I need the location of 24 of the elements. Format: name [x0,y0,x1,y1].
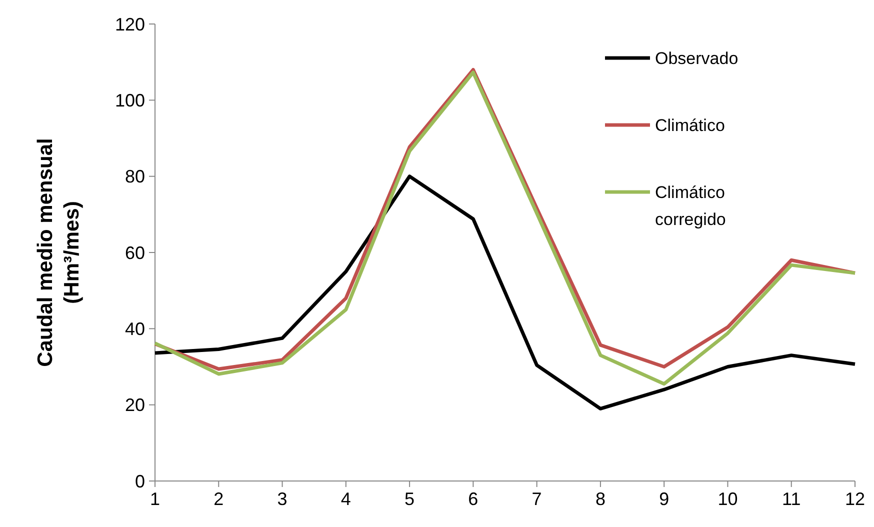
x-tick-label: 2 [214,489,224,509]
y-tick-label: 80 [124,166,145,187]
y-tick-label: 40 [124,318,145,339]
x-tick-label: 12 [844,489,866,509]
x-tick-label: 7 [532,489,542,509]
x-tick-label: 1 [150,489,160,509]
y-tick-label: 20 [124,395,145,416]
y-tick-label: 0 [134,471,145,492]
x-tick-label: 3 [277,489,288,509]
x-tick-label: 9 [659,489,670,509]
legend-label: Climático [655,116,725,135]
y-tick-label: 60 [124,242,145,263]
legend-label: Climático corregido [655,182,726,230]
x-tick-label: 4 [340,489,351,509]
x-tick-label: 6 [468,489,478,509]
x-tick-label: 5 [404,489,415,509]
y-tick-label: 120 [114,14,145,34]
x-tick-label: 8 [595,489,606,509]
legend-label: Observado [655,48,738,68]
x-tick-label: 10 [718,489,738,509]
y-axis-title: Caudal medio mensual (Hm³/mes) [34,138,84,367]
line-series [153,174,857,410]
x-tick-label: 11 [782,489,801,509]
y-tick-label: 100 [114,90,145,110]
